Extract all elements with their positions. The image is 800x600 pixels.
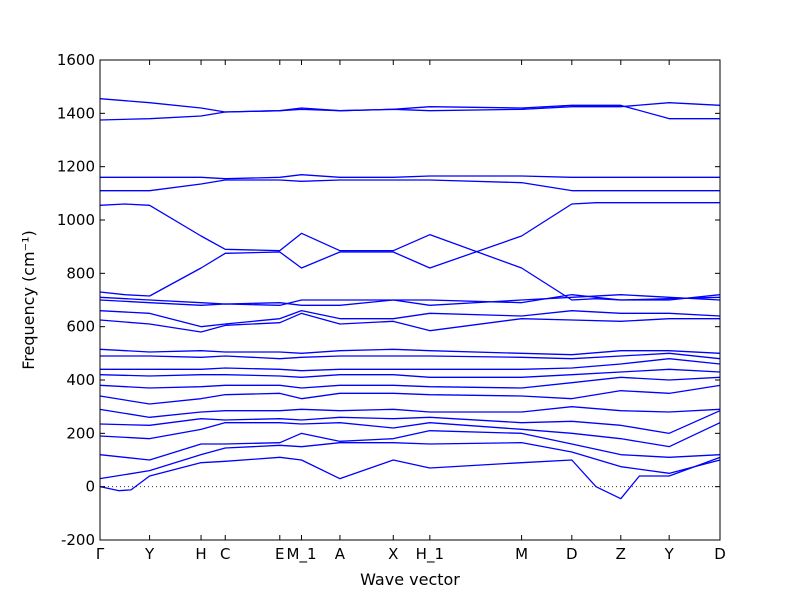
y-tick-label: -200	[61, 531, 95, 549]
y-tick-label: 200	[66, 424, 95, 442]
band-13	[99, 312, 720, 333]
x-tick-label: Z	[616, 545, 626, 563]
band-11	[100, 352, 721, 360]
x-tick-label: A	[335, 545, 346, 563]
band-8	[99, 376, 721, 389]
y-tick-label: 1600	[57, 51, 95, 69]
x-axis-ticks: Γ Y H C E M_1 A X H_1 M D Z Y D	[96, 60, 726, 564]
band-17	[99, 202, 720, 297]
x-tick-label: M	[515, 545, 528, 563]
y-tick-label: 1200	[57, 158, 95, 176]
dispersion-curves	[99, 98, 721, 500]
y-tick-label: 800	[66, 264, 95, 282]
y-axis-label: Frequency (cm⁻¹)	[19, 230, 38, 369]
x-tick-label: Y	[664, 545, 675, 563]
x-tick-label: Γ	[96, 545, 105, 563]
band-7	[99, 384, 721, 405]
band-15	[99, 294, 721, 306]
y-tick-label: 400	[66, 371, 95, 389]
x-tick-label: X	[388, 545, 398, 563]
band-14	[99, 310, 721, 328]
x-tick-label: H_1	[416, 545, 444, 564]
plot-frame	[99, 59, 721, 541]
band-18	[99, 203, 721, 301]
x-tick-label: M_1	[287, 545, 317, 564]
x-tick-label: D	[714, 545, 726, 563]
y-axis-ticks: -200 0 200 400 600 800 1000 1200 1400 1600	[57, 51, 720, 549]
band-21	[99, 102, 721, 121]
x-tick-label: H	[195, 545, 206, 563]
band-9	[99, 368, 721, 378]
band-19	[100, 179, 720, 192]
y-tick-label: 600	[66, 318, 95, 336]
y-tick-label: 1000	[57, 211, 95, 229]
y-tick-label: 1400	[57, 104, 95, 122]
x-tick-label: C	[220, 545, 230, 563]
band-10	[100, 358, 721, 372]
band-1	[99, 456, 721, 500]
band-4	[99, 422, 721, 448]
x-tick-label: D	[566, 545, 578, 563]
band-22	[99, 98, 720, 120]
x-axis-label: Wave vector	[360, 570, 460, 589]
band-3	[99, 430, 721, 461]
y-tick-label: 0	[85, 478, 95, 496]
band-12	[99, 348, 721, 356]
band-2	[99, 442, 721, 480]
band-6	[99, 406, 721, 418]
x-tick-label: Y	[144, 545, 155, 563]
band-5	[99, 410, 721, 434]
band-20	[100, 174, 720, 180]
x-tick-label: E	[275, 545, 284, 563]
